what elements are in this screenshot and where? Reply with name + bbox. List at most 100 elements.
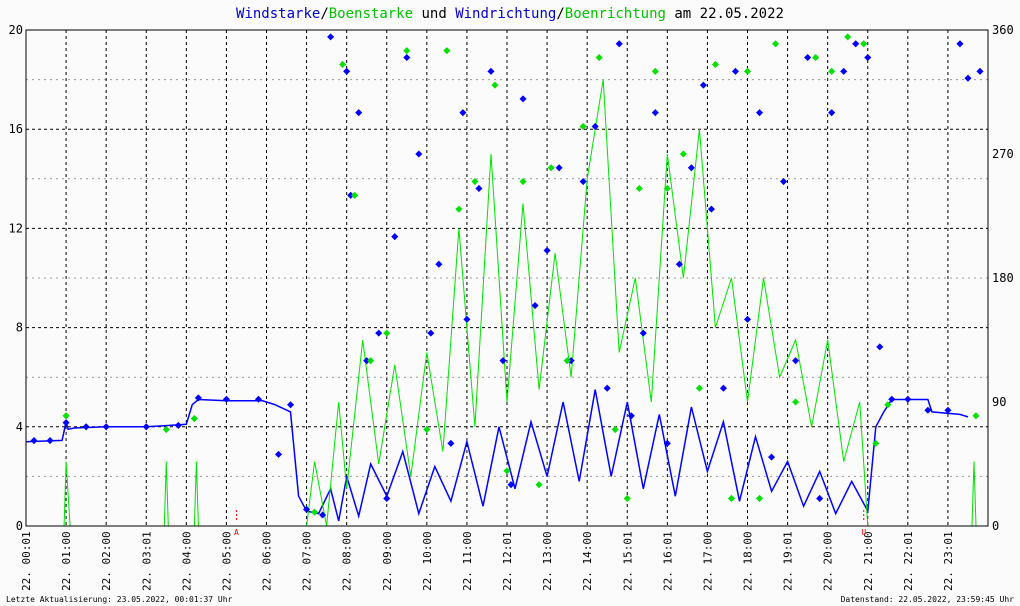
gust-speed-line — [63, 79, 977, 527]
gust-direction-point — [727, 494, 736, 502]
x-tick-label: 22. 02:00 — [100, 531, 113, 591]
gust-direction-point — [339, 60, 347, 68]
wind-direction-point — [840, 67, 848, 75]
x-tick-label: 22. 01:00 — [60, 531, 73, 591]
title-date: am 22.05.2022 — [666, 6, 784, 22]
y-right-tick-label: 180 — [992, 271, 1014, 285]
wind-direction-point — [864, 54, 872, 62]
gust-direction-point — [635, 184, 643, 192]
series — [25, 33, 984, 527]
gust-direction-point — [311, 508, 319, 516]
title-gustdir: Boenrichtung — [565, 6, 666, 22]
title-sep1: / — [320, 6, 328, 22]
wind-direction-point — [924, 406, 932, 414]
wind-direction-point — [519, 95, 527, 103]
wind-direction-point — [319, 511, 327, 519]
wind-direction-point — [627, 412, 635, 420]
wind-direction-point — [487, 67, 495, 75]
gust-direction-point — [503, 467, 511, 475]
gust-direction-point — [535, 481, 543, 489]
wind-direction-point — [888, 395, 896, 403]
wind-direction-point — [62, 419, 70, 427]
gust-direction-point — [423, 426, 431, 434]
footer-last-update: Letzte Aktualisierung: 23.05.2022, 00:01… — [6, 595, 233, 604]
gust-direction-point — [62, 412, 70, 420]
y-left-tick-label: 8 — [16, 321, 23, 335]
gust-direction-point — [491, 81, 499, 89]
wind-direction-point — [707, 205, 715, 213]
wind-direction-point — [804, 54, 812, 62]
x-tick-label: 22. 08:00 — [341, 531, 354, 591]
title-mid: und — [413, 6, 455, 22]
gust-direction-point — [611, 426, 619, 434]
wind-direction-point — [435, 260, 443, 268]
gust-direction-point — [755, 494, 764, 502]
wind-direction-point — [327, 33, 335, 41]
x-tick-label: 22. 05:00 — [220, 531, 233, 591]
gust-direction-point — [772, 40, 780, 48]
x-tick-label: 22. 12:01 — [501, 531, 514, 591]
x-tick-label: 22. 18:00 — [742, 531, 755, 591]
wind-direction-point — [768, 453, 776, 461]
chart-title: Windstarke/Boenstarke und Windrichtung/B… — [236, 6, 784, 22]
x-tick-label: 22. 09:00 — [381, 531, 394, 591]
wind-direction-point — [719, 384, 727, 392]
wind-direction-point — [355, 109, 363, 117]
wind-direction-point — [46, 437, 54, 445]
wind-direction-point — [142, 423, 150, 431]
wind-direction-point — [852, 40, 860, 48]
gust-direction-point — [519, 178, 527, 186]
x-tick-label: 22. 21:00 — [862, 531, 875, 591]
x-tick-label: 22. 11:00 — [461, 531, 474, 591]
wind-direction-point — [30, 437, 38, 445]
wind-direction-point — [287, 401, 295, 409]
x-tick-label: 22. 15:01 — [621, 531, 634, 591]
wind-direction-point — [363, 357, 371, 365]
x-tick-label: 22. 22:01 — [902, 531, 915, 591]
gust-direction-point — [563, 357, 571, 365]
wind-direction-point — [651, 109, 659, 117]
title-gust: Boenstarke — [329, 6, 413, 22]
gust-direction-point — [844, 33, 852, 41]
wind-direction-point — [427, 329, 435, 337]
x-tick-label: 22. 13:00 — [541, 531, 554, 591]
wind-direction-point — [254, 395, 263, 403]
wind-direction-point — [194, 394, 202, 402]
wind-direction-point — [780, 178, 788, 186]
gust-direction-point — [579, 122, 587, 130]
wind-direction-point — [816, 494, 824, 502]
x-tick-label: 22. 20:00 — [822, 531, 835, 591]
y-left-tick-label: 20 — [9, 23, 23, 37]
y-left-tick-label: 12 — [9, 221, 23, 235]
grid — [25, 29, 988, 527]
gust-direction-point — [792, 398, 800, 406]
gust-direction-point — [812, 54, 820, 62]
x-tick-label: 22. 06:00 — [261, 531, 274, 591]
wind-direction-point — [687, 164, 695, 172]
wind-direction-point — [976, 67, 984, 75]
x-tick-label: 22. 10:00 — [421, 531, 434, 591]
wind-direction-point — [579, 178, 587, 186]
gust-direction-point — [455, 205, 463, 213]
gust-direction-point — [443, 47, 451, 55]
x-tick-label: 22. 04:00 — [180, 531, 193, 591]
gust-direction-point — [162, 426, 170, 434]
wind-direction-point — [507, 481, 515, 489]
wind-direction-point — [347, 191, 355, 199]
y-left-tick-label: 16 — [9, 122, 23, 136]
wind-direction-point — [343, 67, 351, 75]
wind-direction-point — [663, 439, 671, 447]
gust-direction-point — [711, 60, 719, 68]
wind-direction-point — [543, 246, 551, 254]
wind-direction-point — [699, 81, 707, 89]
wind-direction-point — [303, 505, 311, 514]
wind-direction-point — [415, 150, 423, 158]
footer-data-status: Datenstand: 22.05.2022, 23:59:45 Uhr — [841, 595, 1015, 604]
x-tick-label: 22. 14:00 — [581, 531, 594, 591]
wind-direction-point — [567, 357, 575, 365]
wind-direction-point — [956, 40, 964, 48]
gust-direction-point — [972, 412, 980, 420]
title-sep2: / — [556, 6, 564, 22]
